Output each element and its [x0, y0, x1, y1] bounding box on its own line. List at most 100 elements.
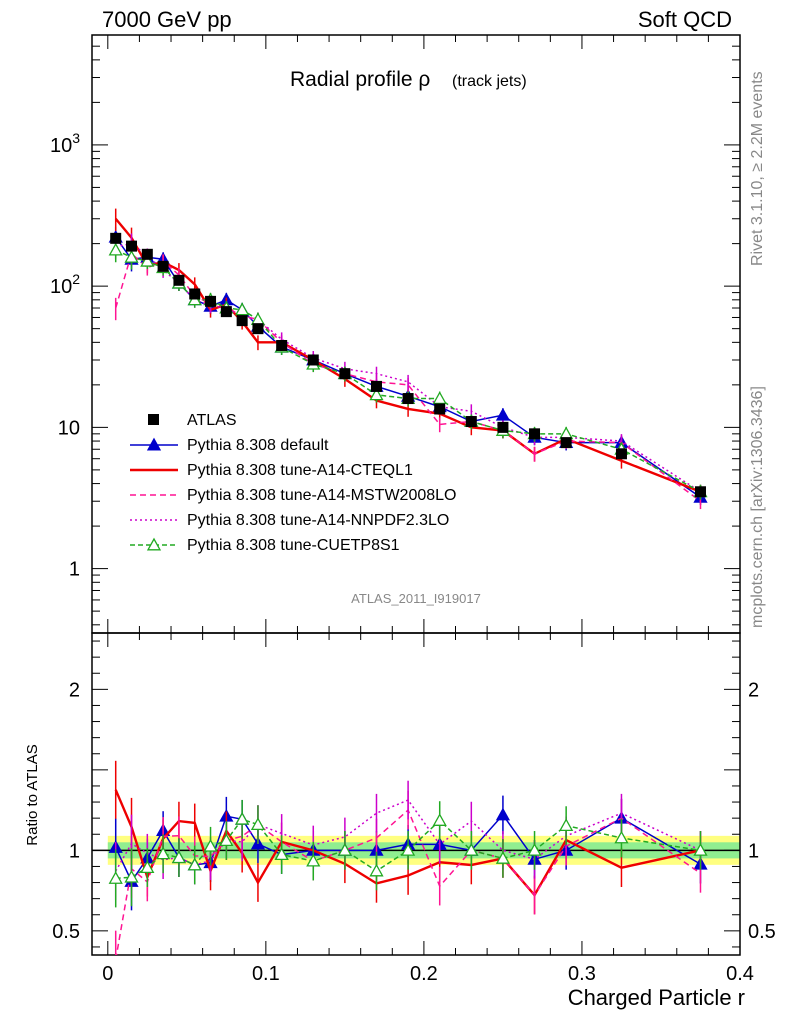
x-tick-label: 0.3 — [568, 963, 596, 985]
ratio-marker — [527, 843, 542, 856]
series-marker — [124, 249, 139, 263]
ratio-marker — [400, 843, 416, 856]
ratio-line-2 — [115, 808, 701, 955]
ratio-marker — [171, 850, 187, 864]
atlas-marker — [339, 368, 351, 380]
atlas-marker — [529, 428, 541, 440]
y-tick-label: 102 — [50, 271, 80, 298]
x-axis-ticks: 0 0.1 0.2 0.3 0.4 — [102, 35, 754, 985]
ratio-panel: 0.5 0.5 1 1 2 2 Ratio to ATLAS — [24, 632, 776, 956]
atlas-marker — [220, 306, 232, 318]
mcplots-label: mcplots.cern.ch [arXiv:1306.3436] — [749, 386, 766, 628]
ratio-y-tick-label: 0.5 — [52, 921, 80, 943]
series-marker — [140, 253, 155, 267]
ratio-marker — [219, 833, 234, 847]
series-line-2 — [114, 252, 701, 502]
legend-marker — [146, 437, 162, 451]
y-tick-label: 10 — [58, 417, 80, 439]
x-tick-label: 0.4 — [726, 963, 754, 985]
atlas-marker — [615, 448, 627, 460]
atlas-marker — [236, 315, 248, 327]
legend: ATLAS Pythia 8.308 default Pythia 8.308 tu… — [130, 412, 456, 554]
atlas-marker — [694, 486, 706, 498]
series-marker — [369, 387, 384, 401]
series-line-3 — [115, 242, 701, 493]
series-marker — [559, 426, 574, 440]
ratio-marker — [250, 817, 266, 831]
ratio-marker — [156, 846, 171, 860]
ratio-y-tick-label-right: 1 — [748, 840, 759, 862]
ratio-y-tick-label-right: 0.5 — [748, 921, 776, 943]
ratio-marker — [432, 813, 447, 826]
atlas-marker — [157, 260, 169, 272]
y-tick-label: 103 — [50, 130, 80, 157]
series-marker — [432, 391, 447, 404]
legend-label-4: Pythia 8.308 tune-CUETP8S1 — [187, 537, 400, 554]
ratio-y-tick-label: 1 — [69, 840, 80, 862]
atlas-marker — [205, 295, 217, 307]
chart-subtitle: (track jets) — [452, 73, 527, 90]
ratio-marker — [203, 838, 218, 852]
series-marker — [108, 242, 123, 256]
atlas-marker — [189, 288, 201, 300]
category-label: Soft QCD — [638, 7, 732, 32]
atlas-marker — [110, 232, 122, 244]
x-tick-label: 0.2 — [410, 963, 438, 985]
rivet-label: Rivet 3.1.10, ≥ 2.2M events — [749, 71, 766, 266]
atlas-marker — [126, 240, 138, 252]
main-axis-ticks: 1 10 102 103 — [50, 34, 740, 626]
ratio-marker — [337, 843, 352, 856]
ratio-marker — [124, 869, 139, 883]
ratio-marker — [140, 860, 155, 874]
chart-title: Radial profile ρ — [290, 68, 430, 91]
series-line-4 — [115, 249, 701, 493]
ratio-marker — [235, 811, 250, 825]
atlas-marker — [497, 421, 509, 433]
atlas-marker — [402, 393, 414, 405]
y-tick-label: 1 — [69, 559, 80, 581]
main-series-group — [108, 208, 708, 510]
ratio-marker — [108, 871, 123, 884]
legend-label-3: Pythia 8.308 tune-A14-NNPDF2.3LO — [187, 512, 449, 529]
legend-label-2: Pythia 8.308 tune-A14-MSTW2008LO — [187, 487, 456, 504]
legend-label-1: Pythia 8.308 tune-A14-CTEQL1 — [187, 462, 413, 479]
ratio-y-tick-label: 2 — [69, 679, 80, 701]
x-tick-label: 0 — [102, 963, 113, 985]
ratio-series-group — [108, 760, 708, 955]
ratio-marker — [306, 853, 321, 867]
series-marker — [235, 302, 250, 316]
legend-marker-atlas — [148, 414, 159, 425]
ratio-marker — [369, 863, 384, 877]
atlas-marker — [173, 274, 185, 286]
ratio-marker — [495, 807, 511, 821]
atlas-marker — [560, 437, 572, 449]
ratio-frame — [91, 632, 741, 956]
x-tick-label: 0.1 — [252, 963, 280, 985]
series-marker — [495, 407, 511, 421]
ratio-marker — [614, 830, 629, 844]
atlas-marker — [434, 403, 446, 415]
ratio-line-0 — [115, 813, 701, 883]
legend-label-0: Pythia 8.308 default — [187, 437, 329, 454]
ratio-marker — [274, 847, 289, 861]
legend-label-atlas: ATLAS — [187, 412, 237, 429]
ratio-marker — [187, 857, 202, 871]
atlas-marker — [141, 248, 153, 260]
ratio-line-1 — [114, 789, 701, 898]
atlas-marker — [252, 323, 264, 335]
x-axis-label: Charged Particle r — [568, 985, 745, 1010]
ratio-axis-ticks: 0.5 0.5 1 1 2 2 — [52, 640, 776, 948]
ratio-uncertainty-bands — [92, 835, 741, 865]
ratio-y-axis-label: Ratio to ATLAS — [24, 744, 41, 845]
atlas-marker — [307, 354, 319, 366]
ratio-marker — [495, 851, 511, 864]
ratio-marker — [464, 843, 479, 856]
ratio-line-4 — [115, 818, 701, 880]
atlas-marker — [370, 380, 382, 392]
analysis-label: ATLAS_2011_I919017 — [351, 591, 481, 606]
ratio-y-tick-label-right: 2 — [748, 679, 759, 701]
atlas-marker — [465, 416, 477, 428]
ratio-marker — [693, 843, 708, 856]
energy-label: 7000 GeV pp — [102, 7, 232, 32]
